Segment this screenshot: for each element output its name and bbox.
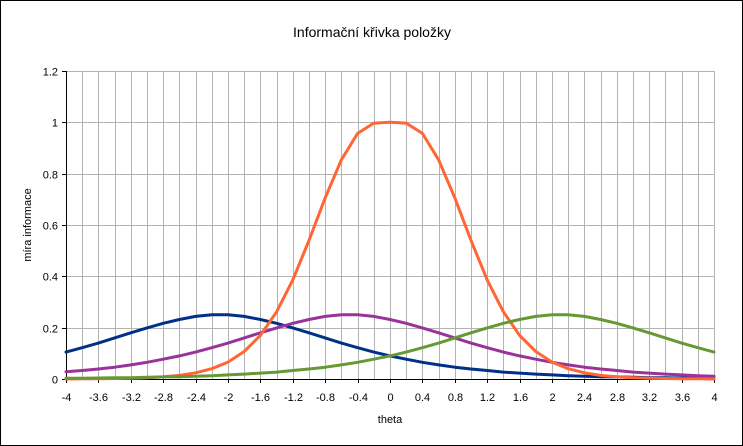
x-tick-label: -2.8 xyxy=(154,392,173,404)
y-tick-label: 1.2 xyxy=(43,67,58,79)
x-tick-label: 1.6 xyxy=(513,392,528,404)
x-tick-label: -3.2 xyxy=(122,392,141,404)
x-tick-label: -4 xyxy=(62,392,72,404)
x-tick-label: -2.4 xyxy=(187,392,206,404)
x-axis-ticks: -4 -3.6 -3.2 -2.8 -2.4 -2 -1.6 -1.2 -0.8 -0.4 0 0.4… xyxy=(62,379,718,404)
y-tick-label: 0.6 xyxy=(43,221,58,233)
x-axis-label: theta xyxy=(378,414,403,426)
x-tick-label: 2 xyxy=(549,392,555,404)
x-tick-label: 2.4 xyxy=(577,392,592,404)
x-tick-label: 0.8 xyxy=(448,392,463,404)
x-tick-label: -1.6 xyxy=(251,392,270,404)
x-tick-label: -0.8 xyxy=(316,392,335,404)
x-tick-label: 0.4 xyxy=(415,392,430,404)
x-tick-label: -3.6 xyxy=(89,392,108,404)
x-tick-label: -2 xyxy=(224,392,234,404)
y-tick-label: 0 xyxy=(52,375,58,387)
series-line-2 xyxy=(64,313,716,378)
y-tick-label: 1 xyxy=(52,118,58,130)
x-tick-label: -1.2 xyxy=(284,392,303,404)
x-tick-label: 3.2 xyxy=(642,392,657,404)
chart-title: Informační křivka položky xyxy=(293,24,451,40)
plot-grid xyxy=(62,71,715,383)
x-tick-label: 2.8 xyxy=(610,392,625,404)
y-tick-label: 0.8 xyxy=(43,170,58,182)
series-lines xyxy=(64,120,716,381)
x-tick-label: 0 xyxy=(387,392,393,404)
y-axis-label: míra informace xyxy=(22,188,34,261)
y-tick-label: 0.4 xyxy=(43,272,58,284)
y-axis-ticks: 0 0.2 0.4 0.6 0.8 1 1.2 xyxy=(43,67,66,387)
x-tick-label: -0.4 xyxy=(349,392,368,404)
y-tick-label: 0.2 xyxy=(43,324,58,336)
series-line-4 xyxy=(64,313,716,380)
x-tick-label: 4 xyxy=(711,392,717,404)
x-tick-label: 3.6 xyxy=(675,392,690,404)
x-tick-label: 1.2 xyxy=(480,392,495,404)
